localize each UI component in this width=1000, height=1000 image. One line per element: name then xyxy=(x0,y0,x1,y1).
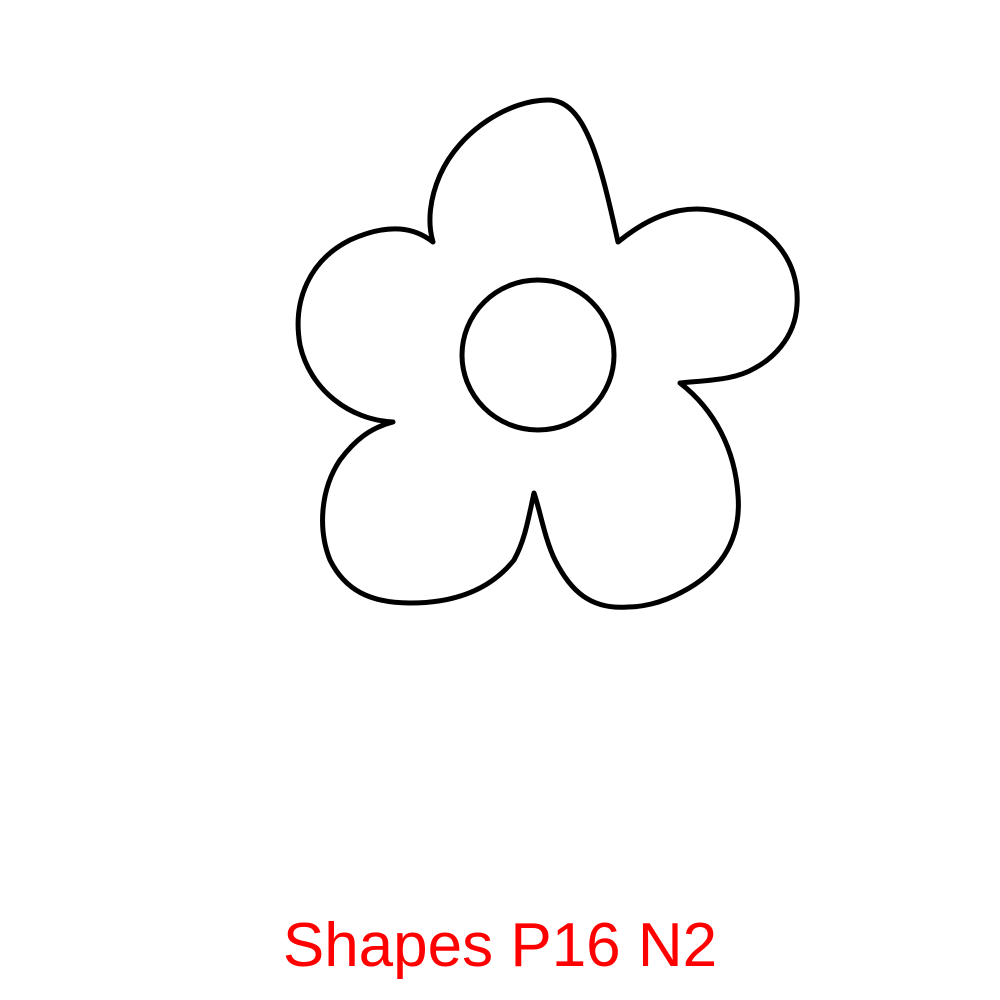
flower-center-circle xyxy=(459,277,617,433)
page-caption: Shapes P16 N2 xyxy=(282,911,718,980)
